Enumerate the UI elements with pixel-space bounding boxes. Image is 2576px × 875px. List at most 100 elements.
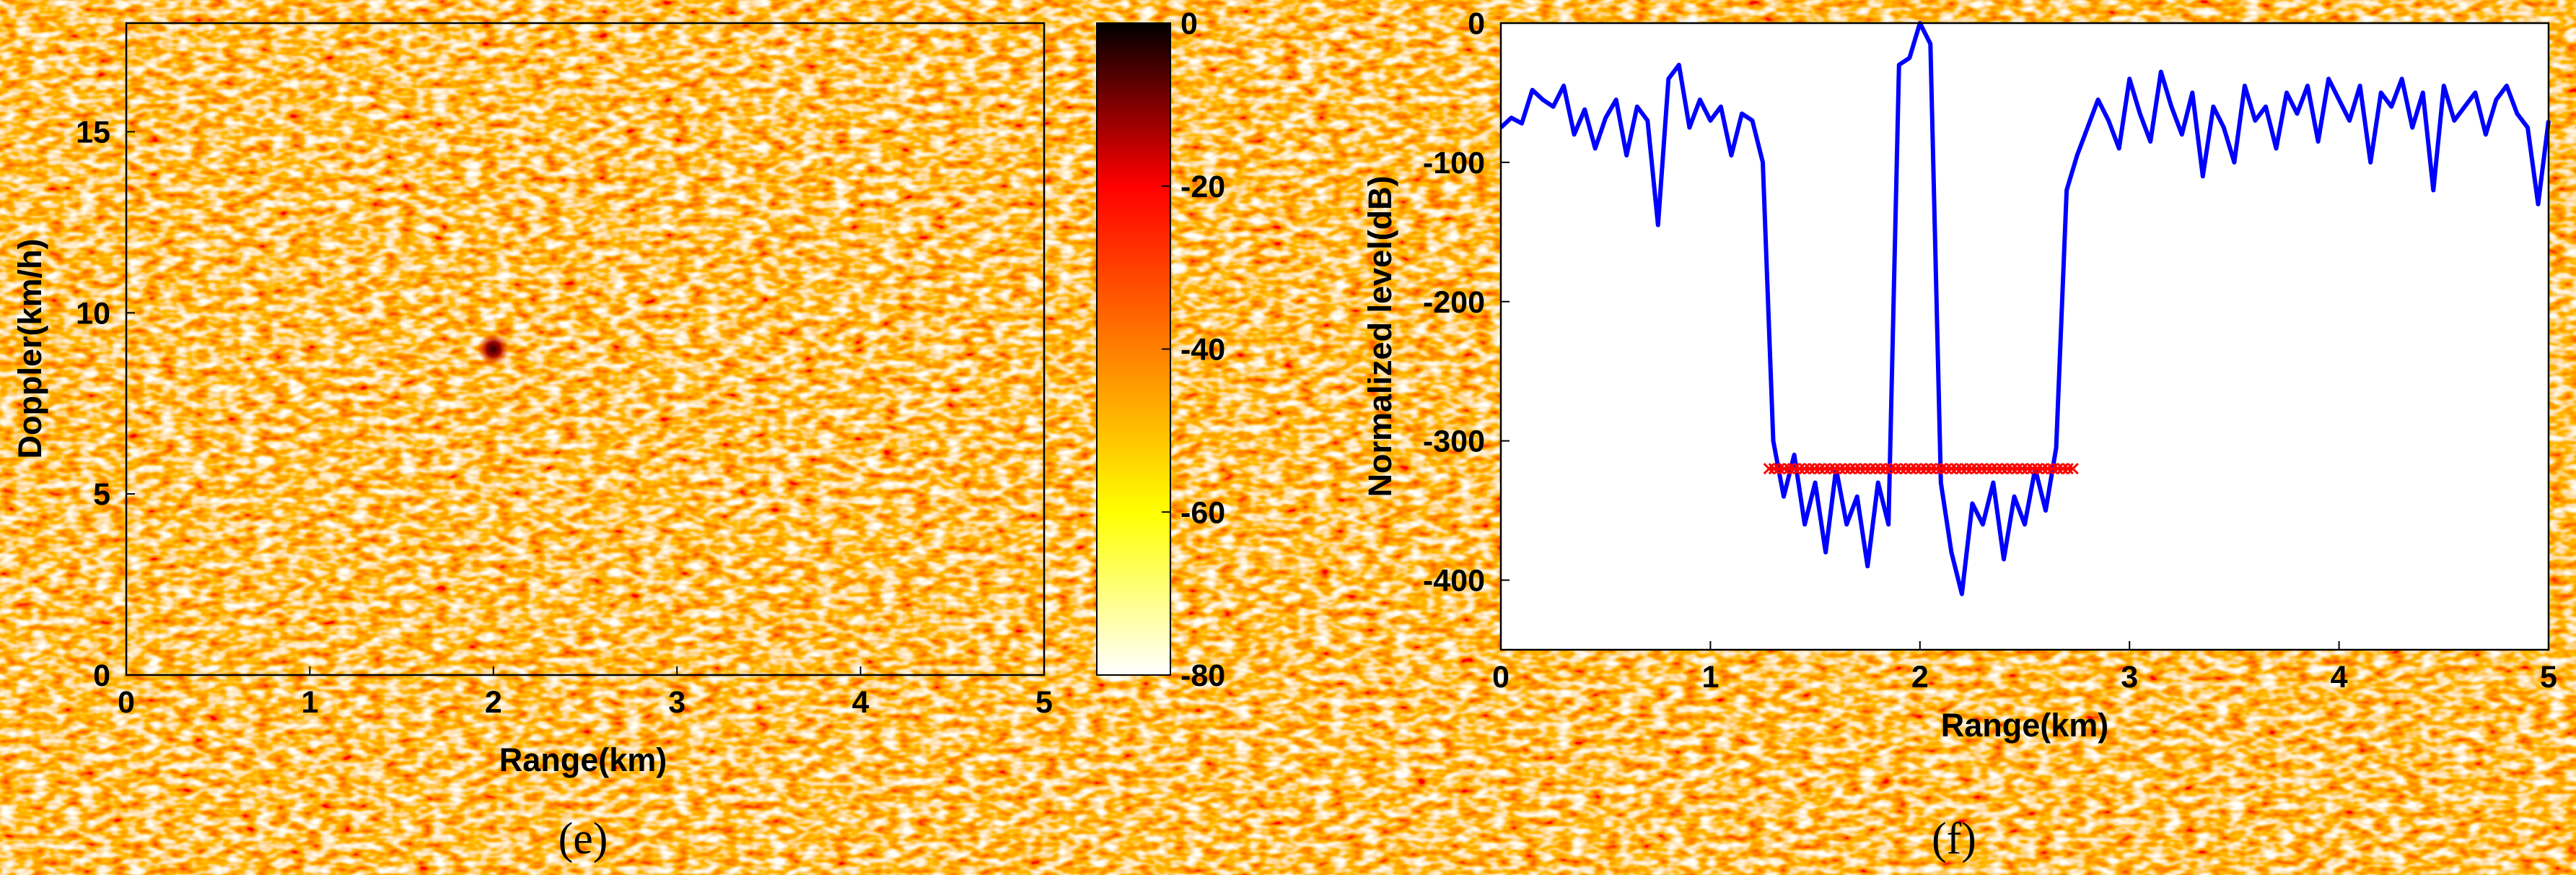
threshold-x-marker <box>2056 463 2069 475</box>
heatmap-x-tick-label: 1 <box>301 685 318 720</box>
heatmap-x-tick-label: 2 <box>485 685 502 720</box>
threshold-x-marker <box>1788 463 1800 475</box>
threshold-x-marker <box>1768 463 1780 475</box>
threshold-x-marker <box>1783 463 1795 475</box>
line-x-tick-label: 0 <box>1492 660 1510 695</box>
threshold-x-marker <box>1981 463 1993 475</box>
caption-f: (f) <box>1932 814 1976 863</box>
line-axes-frame <box>1499 22 2550 651</box>
threshold-x-marker <box>1793 463 1805 475</box>
threshold-x-marker <box>1996 463 2008 475</box>
heatmap-axes-frame <box>125 22 1046 676</box>
threshold-x-marker <box>2051 463 2064 475</box>
line-y-tick-label: 0 <box>1468 6 1485 41</box>
series-normalized-level-line <box>1499 21 2551 596</box>
threshold-x-marker <box>1940 463 1953 475</box>
colorbar-tick-label: -40 <box>1180 333 1225 367</box>
caption-e: (e) <box>558 814 608 863</box>
threshold-x-marker <box>1778 463 1790 475</box>
threshold-x-marker <box>1900 463 1912 475</box>
threshold-x-marker <box>1890 463 1902 475</box>
threshold-x-marker <box>1813 463 1826 475</box>
threshold-x-marker <box>1854 463 1867 475</box>
threshold-x-marker <box>2011 463 2023 475</box>
heatmap-y-tick-label: 0 <box>93 658 110 693</box>
threshold-x-marker <box>1935 463 1948 475</box>
line-x-tick-label: 3 <box>2121 660 2138 695</box>
threshold-x-marker <box>1803 463 1815 475</box>
colorbar-tick-label: -80 <box>1180 658 1225 693</box>
heatmap-x-tick-label: 5 <box>1035 685 1053 720</box>
threshold-x-marker <box>1945 463 1958 475</box>
threshold-x-marker <box>1798 463 1810 475</box>
threshold-x-marker <box>2001 463 2013 475</box>
heatmap-peak <box>477 333 509 365</box>
line-y-tick-label: -100 <box>1423 146 1485 180</box>
threshold-x-marker <box>1823 463 1836 475</box>
colorbar-tick-label: 0 <box>1180 6 1198 41</box>
threshold-x-marker <box>2067 463 2079 475</box>
threshold-x-marker <box>1880 463 1892 475</box>
threshold-x-marker <box>2062 463 2074 475</box>
threshold-x-marker <box>2036 463 2049 475</box>
threshold-x-marker <box>2021 463 2033 475</box>
heatmap-y-tick-label: 15 <box>76 116 110 150</box>
threshold-x-marker <box>1875 463 1887 475</box>
heatmap-y-ticks: 0 5 10 15 <box>76 116 135 693</box>
threshold-x-marker <box>2031 463 2043 475</box>
threshold-x-marker <box>1865 463 1877 475</box>
threshold-x-marker <box>1930 463 1942 475</box>
heatmap-x-tick-label: 0 <box>118 685 135 720</box>
heatmap-y-tick-label: 10 <box>76 296 110 331</box>
line-panel-f: 0 1 2 3 4 5 0 -100 -200 -300 -400 Range(km) Norma… <box>1362 6 2557 863</box>
heatmap-y-axis-label: Doppler(km/h) <box>12 238 48 458</box>
threshold-x-marker <box>1915 463 1927 475</box>
threshold-x-marker <box>1763 463 1775 475</box>
line-x-ticks: 0 1 2 3 4 5 <box>1492 641 2557 695</box>
heatmap-x-axis-label: Range(km) <box>499 741 667 778</box>
threshold-x-marker <box>1885 463 1897 475</box>
threshold-x-marker <box>1986 463 1998 475</box>
threshold-x-marker <box>1955 463 1968 475</box>
threshold-x-marker <box>1910 463 1922 475</box>
threshold-x-marker <box>1976 463 1988 475</box>
colorbar-ticks: 0 -20 -40 -60 -80 <box>1162 6 1225 693</box>
threshold-x-marker <box>1844 463 1857 475</box>
threshold-x-marker <box>1808 463 1821 475</box>
threshold-x-marker <box>1773 463 1785 475</box>
threshold-x-marker <box>1966 463 1978 475</box>
line-x-tick-label: 4 <box>2331 660 2348 695</box>
threshold-x-marker <box>1920 463 1932 475</box>
threshold-x-marker <box>1818 463 1831 475</box>
threshold-x-marker <box>1859 463 1872 475</box>
threshold-x-marker <box>1834 463 1846 475</box>
threshold-x-marker <box>1971 463 1983 475</box>
threshold-x-marker <box>1925 463 1937 475</box>
line-y-tick-label: -200 <box>1423 285 1485 320</box>
threshold-x-marker <box>1849 463 1862 475</box>
heatmap-x-ticks: 0 1 2 3 4 5 <box>118 666 1053 720</box>
heatmap-y-tick-label: 5 <box>93 477 110 512</box>
line-plot-marks <box>1499 21 2551 596</box>
threshold-x-marker <box>2046 463 2059 475</box>
threshold-x-marker <box>1895 463 1907 475</box>
line-y-tick-label: -400 <box>1423 564 1485 598</box>
heatmap-noise-field <box>126 23 1044 675</box>
line-x-tick-label: 1 <box>1701 660 1719 695</box>
line-y-axis-label: Normalized level(dB) <box>1362 175 1398 497</box>
line-x-axis-label: Range(km) <box>1941 707 2109 744</box>
colorbar-tick-label: -20 <box>1180 170 1225 204</box>
threshold-x-marker <box>2006 463 2018 475</box>
line-plot-area <box>1501 23 2549 650</box>
heatmap-panel-e: 0 1 2 3 4 5 0 5 10 15 Range(km) Doppler(km/h) 0 -… <box>12 6 1225 863</box>
threshold-x-marker <box>1991 463 2003 475</box>
threshold-x-marker <box>1905 463 1917 475</box>
threshold-x-marker <box>1828 463 1841 475</box>
threshold-x-marker <box>1839 463 1852 475</box>
threshold-x-marker <box>1961 463 1973 475</box>
line-y-tick-label: -300 <box>1423 425 1485 459</box>
line-x-tick-label: 5 <box>2540 660 2557 695</box>
heatmap-x-tick-label: 3 <box>668 685 685 720</box>
colorbar-tick-label: -60 <box>1180 495 1225 530</box>
